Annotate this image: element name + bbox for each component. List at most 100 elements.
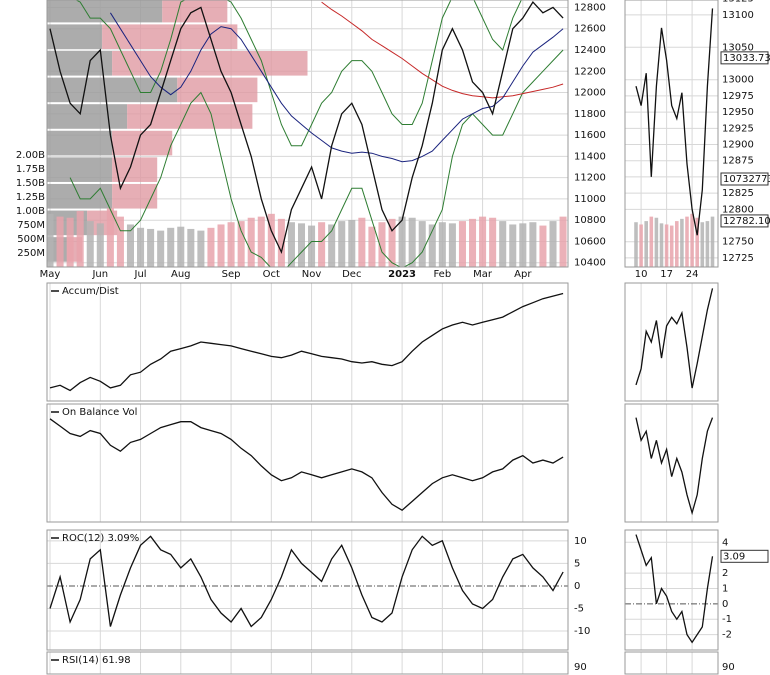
y-tick-label: 12725 [722,253,754,264]
volume-bar [438,222,446,267]
indicator-line [635,534,714,644]
volume-bar [448,223,456,267]
y-tick-label: 10400 [574,258,606,269]
y-tick-label: 1 [722,583,728,594]
volume-bar [519,223,527,267]
y-tick-label: -2 [722,630,732,641]
volume-bar [644,221,648,267]
volume-bar [654,217,659,267]
volume-bar [529,222,537,267]
volume-bar [257,216,265,267]
y-tick-label: -10 [574,626,590,637]
panel-title: RSI(14) 61.98 [62,655,131,666]
y-tick-label: 12975 [722,91,754,102]
y-tick-label: 12000 [574,88,606,99]
y-tick-label: 12825 [722,188,754,199]
x-tick-label: Jun [91,269,108,280]
volume-tick-label: 1.00B [16,206,45,217]
y-tick-label: 5 [574,558,580,569]
volume-bar [177,226,185,267]
y-tick-label: 12875 [722,156,754,167]
y-tick-label: 90 [574,662,587,673]
panel [635,283,714,401]
volume-bar [328,224,336,267]
y-tick-label: 11200 [574,173,606,184]
panel-border [624,0,719,268]
y-tick-label: 12750 [722,237,754,248]
annotation-label: 13033.73 [723,53,770,64]
volume-by-price-down [127,104,253,129]
x-tick-label: Oct [263,269,280,280]
volume-bar [479,216,487,267]
y-tick-label: 10600 [574,236,606,247]
volume-bar [287,222,295,267]
y-tick-label: 4 [722,537,728,548]
y-tick-label: -5 [574,603,584,614]
y-tick-label: 10 [574,536,587,547]
volume-by-price-up [47,24,103,49]
volume-bar [338,221,346,267]
volume-by-price-up [47,130,113,156]
panel-border [46,0,569,268]
panel-title: Accum/Dist [62,286,119,297]
y-tick-label: -1 [722,614,732,625]
volume-tick-label: 500M [17,234,45,245]
volume-tick-label: 1.75B [16,164,45,175]
volume-tick-label: 750M [17,220,45,231]
x-tick-label: 24 [686,269,699,280]
volume-bar [227,222,235,267]
overlay-line [69,49,564,267]
volume-tick-label: 1.25B [16,192,45,203]
annotation-box [720,549,769,563]
panel [49,283,564,401]
volume-bar [664,224,669,267]
x-tick-label: Dec [342,269,361,280]
volume-by-price-down [112,157,158,182]
volume-bar [705,221,710,267]
y-tick-label: 12800 [722,204,754,215]
volume-bar [649,216,654,267]
volume-bar [408,217,416,267]
panel-border [624,403,719,523]
y-tick-label: 11400 [574,151,606,162]
volume-bar [669,225,674,267]
volume-bar [468,218,477,267]
y-tick-label: 0 [722,599,728,610]
volume-bar [126,224,135,267]
annotation-label: 3.09 [723,551,745,562]
volume-bar [56,216,64,267]
overlay-line [321,1,564,99]
panel-border [624,282,719,402]
volume-bar [685,216,689,267]
volume-bar [207,227,215,267]
volume-bar [247,217,255,267]
volume-by-price-down [102,24,238,49]
volume-bar [86,221,94,267]
volume-bar [348,219,356,267]
volume-bar [116,216,124,267]
y-tick-label: 12900 [722,140,754,151]
price-line [635,8,714,236]
x-tick-label: 10 [635,269,648,280]
y-tick-label: 12200 [574,66,606,77]
volume-bar [418,221,426,267]
panel-border [624,651,719,675]
indicator-line [635,417,714,516]
panel-border [46,529,569,651]
y-tick-label: 12400 [574,45,606,56]
panel [49,652,524,674]
y-tick-label: 10800 [574,215,606,226]
volume-bar [368,226,376,267]
volume-bar [700,222,705,267]
volume-bar [428,224,436,267]
y-tick-label: 12925 [722,123,754,134]
panel [625,0,718,267]
price-line [49,1,564,255]
volume-bar [96,223,104,267]
indicator-line [635,288,714,389]
panel-border [46,282,569,402]
x-tick-label: Aug [171,269,191,280]
volume-bar [157,230,165,267]
y-tick-label: 90 [722,662,735,673]
